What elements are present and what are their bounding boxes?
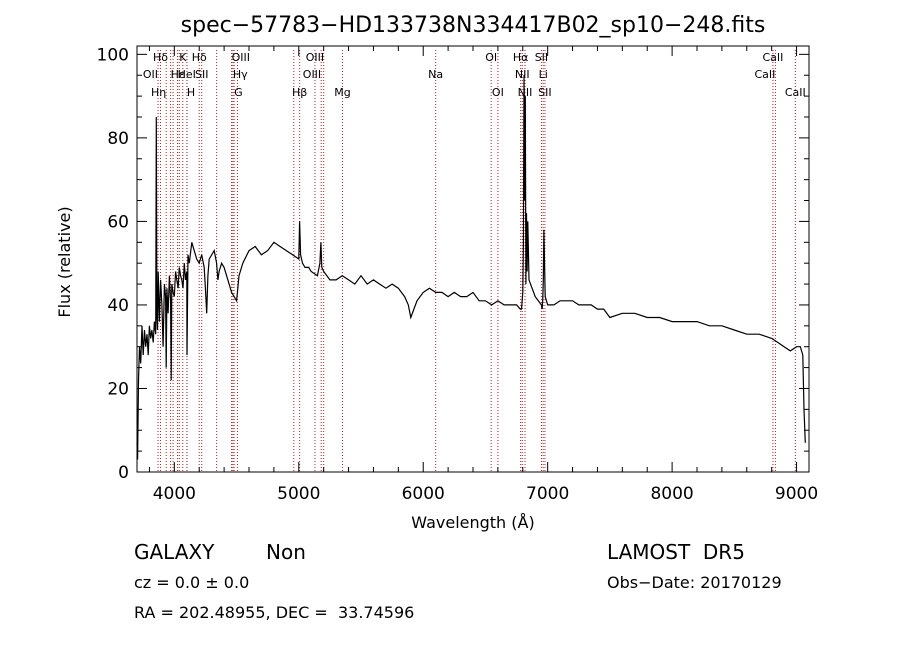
y-tick-label: 0: [118, 463, 129, 483]
line-marker-label: OI: [485, 51, 497, 64]
y-axis-label: Flux (relative): [55, 206, 74, 317]
line-marker-label: CaII: [762, 51, 783, 64]
line-marker-label: OIII: [306, 51, 324, 64]
line-marker-label: NII: [518, 86, 533, 99]
spectrum-line: [136, 75, 806, 460]
line-marker-label: Li: [539, 68, 548, 81]
line-marker-label: Mg: [334, 86, 350, 99]
line-marker-label: NII: [515, 68, 530, 81]
line-marker-label: Hβ: [292, 86, 307, 99]
chart-title: spec−57783−HD133738N334417B02_sp10−248.f…: [181, 13, 766, 38]
survey-name: LAMOST DR5: [607, 540, 745, 564]
line-marker-label: OIII: [303, 68, 321, 81]
line-marker-label: SII: [538, 86, 551, 99]
x-tick-label: 9000: [775, 484, 818, 504]
line-marker-label: SII: [535, 51, 548, 64]
y-tick-label: 100: [97, 45, 129, 65]
object-class: GALAXY: [134, 540, 215, 564]
x-tick-label: 4000: [153, 484, 196, 504]
y-axis-ticks: 0 20 40 60 80 100: [97, 45, 809, 483]
line-markers: [157, 50, 796, 472]
x-tick-label: 5000: [277, 484, 320, 504]
line-marker-label: HeI: [178, 68, 196, 81]
line-marker-label: CaII: [754, 68, 775, 81]
line-marker-label: Na: [428, 68, 443, 81]
line-marker-label: OI: [492, 86, 504, 99]
y-tick-label: 60: [107, 212, 129, 232]
line-marker-label: K: [179, 51, 187, 64]
line-marker-label: Hδ: [153, 51, 168, 64]
line-marker-label: Hα: [513, 51, 529, 64]
x-axis-label: Wavelength (Å): [411, 513, 534, 532]
x-tick-label: 6000: [402, 484, 445, 504]
redshift-cz: cz = 0.0 ± 0.0: [134, 573, 250, 592]
line-marker-label: Hγ: [233, 68, 248, 81]
line-marker-label: Hε: [171, 68, 185, 81]
x-tick-label: 7000: [526, 484, 569, 504]
line-marker-label: SII: [195, 68, 208, 81]
observation-date: Obs−Date: 20170129: [607, 573, 782, 592]
ra-dec: RA = 202.48955, DEC = 33.74596: [134, 603, 415, 622]
line-marker-label: CaII: [785, 86, 806, 99]
line-marker-label: G: [234, 86, 243, 99]
line-marker-label: OII: [143, 68, 158, 81]
line-marker-label: Hδ: [192, 51, 207, 64]
line-marker-label: OIII: [232, 51, 250, 64]
y-tick-label: 80: [107, 129, 129, 149]
plot-frame: [136, 45, 810, 473]
y-tick-label: 20: [107, 379, 129, 399]
object-subclass: Non: [266, 540, 306, 564]
line-marker-label: Hη: [151, 86, 166, 99]
line-marker-label: H: [187, 86, 195, 99]
x-axis-ticks: 4000 5000 6000 7000 8000 9000: [148, 46, 818, 504]
x-tick-label: 8000: [650, 484, 693, 504]
y-tick-label: 40: [107, 296, 129, 316]
